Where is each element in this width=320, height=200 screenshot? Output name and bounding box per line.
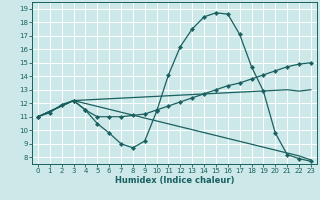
X-axis label: Humidex (Indice chaleur): Humidex (Indice chaleur) (115, 176, 234, 185)
